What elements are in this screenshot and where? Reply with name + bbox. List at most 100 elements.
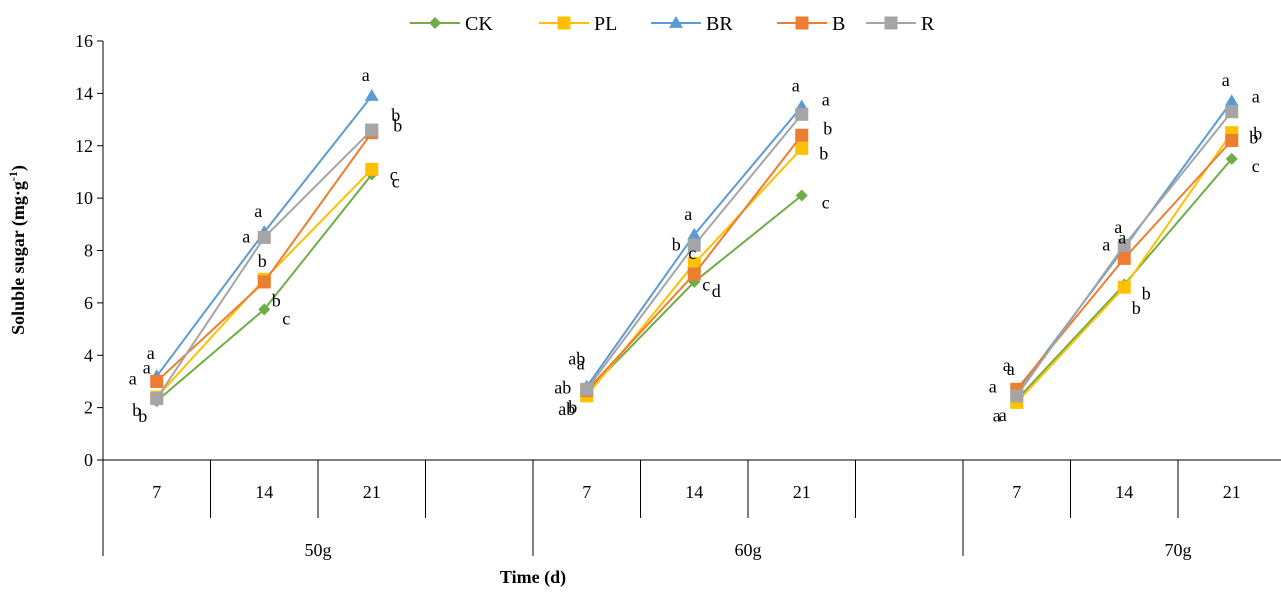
legend-marker — [557, 16, 571, 30]
data-point — [795, 128, 809, 142]
x-tick-label: 14 — [255, 482, 273, 502]
chart-series — [149, 88, 1239, 409]
legend-item-pl: PL — [539, 13, 617, 35]
x-tick-label: 21 — [793, 482, 811, 502]
chart-axes: 0 2 4 6 8 10 12 14 16 7 14 21 50g 7 14 21 60g 7 14 21 70g — [75, 31, 1281, 560]
significance-letter: c — [282, 308, 290, 328]
x-tick-label: 21 — [1223, 482, 1241, 502]
significance-letter: b — [672, 234, 681, 254]
significance-letter: c — [702, 275, 710, 295]
significance-letter: a — [147, 343, 155, 363]
significance-letter: d — [712, 281, 721, 301]
significance-letter: c — [688, 243, 696, 263]
legend-marker — [795, 16, 809, 30]
significance-letter: b — [258, 251, 267, 271]
legend-label: CK — [465, 13, 493, 35]
significance-letter: a — [254, 201, 262, 221]
data-point — [687, 257, 701, 271]
significance-letter: c — [1252, 156, 1260, 176]
legend-label: BR — [706, 13, 733, 35]
chart-legend: CK PL BR B R — [410, 13, 935, 35]
data-point — [1225, 105, 1239, 119]
significance-letter: ab — [558, 399, 575, 419]
series-r — [150, 105, 1239, 405]
significance-letter: b — [132, 400, 141, 420]
significance-letter: a — [999, 405, 1007, 425]
data-point — [257, 230, 271, 244]
significance-letter: a — [822, 89, 830, 109]
group-label: 50g — [305, 540, 332, 560]
y-tick-label: 14 — [75, 83, 93, 103]
x-axis-label: Time (d) — [500, 567, 566, 588]
legend-item-ck: CK — [410, 13, 493, 35]
significance-letter: ab — [554, 378, 571, 398]
significance-letter: b — [1132, 298, 1141, 318]
data-point — [687, 267, 701, 281]
series-line — [1016, 132, 1233, 404]
significance-letter: a — [1007, 359, 1015, 379]
significance-letter: c — [390, 164, 398, 184]
significance-letter: a — [684, 204, 692, 224]
data-point — [687, 238, 701, 252]
group-label: 70g — [1165, 540, 1192, 560]
data-point — [1225, 152, 1238, 165]
significance-letter: a — [792, 75, 800, 95]
significance-letter: b — [1142, 284, 1151, 304]
significance-letter: a — [1222, 70, 1230, 90]
y-tick-label: 0 — [84, 450, 93, 470]
significance-letter: b — [138, 406, 147, 426]
legend-item-r: R — [866, 13, 935, 35]
data-point — [687, 227, 702, 240]
data-point — [795, 189, 808, 202]
significance-letter: b — [1249, 128, 1258, 148]
x-tick-label: 21 — [363, 482, 381, 502]
legend-item-br: BR — [651, 13, 733, 35]
significance-letter: a — [129, 368, 137, 388]
significance-letter: a — [1102, 234, 1110, 254]
significance-letter: a — [1252, 87, 1260, 107]
x-tick-label: 14 — [685, 482, 703, 502]
data-point — [1224, 94, 1239, 107]
x-tick-label: 7 — [152, 482, 161, 502]
x-tick-label: 7 — [1012, 482, 1021, 502]
y-tick-label: 2 — [84, 398, 93, 418]
group-label: 60g — [735, 540, 762, 560]
data-point — [1117, 238, 1131, 252]
y-tick-label: 6 — [84, 293, 93, 313]
significance-letter: a — [993, 405, 1001, 425]
significance-letters: bccbdcabcbbcabcbabbaaaaaaaaaabbabcbaabaa… — [129, 65, 1263, 426]
data-point — [795, 141, 809, 155]
legend-label: R — [921, 13, 935, 35]
data-point — [150, 374, 164, 388]
legend-marker — [884, 16, 898, 30]
significance-letter: a — [143, 357, 151, 377]
significance-letter: a — [242, 226, 250, 246]
significance-letter: a — [989, 376, 997, 396]
series-line — [586, 194, 803, 393]
significance-letter: a — [577, 354, 585, 374]
significance-letter: c — [392, 172, 400, 192]
data-point — [150, 391, 164, 405]
data-point — [365, 162, 379, 176]
significance-letter: b — [1253, 124, 1262, 144]
data-point — [364, 88, 379, 101]
y-tick-label: 10 — [75, 188, 93, 208]
significance-letter: a — [1003, 355, 1011, 375]
significance-letter: b — [819, 143, 828, 163]
significance-letter: a — [1114, 217, 1122, 237]
y-tick-label: 12 — [75, 136, 93, 156]
data-point — [1117, 251, 1131, 265]
y-tick-label: 8 — [84, 241, 93, 261]
y-tick-label: 16 — [75, 31, 93, 51]
legend-marker — [669, 16, 683, 28]
legend-marker — [429, 17, 441, 29]
data-point — [1117, 280, 1131, 294]
significance-letter: a — [362, 65, 370, 85]
y-tick-label: 4 — [84, 345, 93, 365]
significance-letter: a — [1118, 227, 1126, 247]
data-point — [580, 382, 594, 396]
data-point — [1225, 134, 1239, 148]
data-point — [1010, 389, 1024, 403]
legend-item-b: B — [777, 13, 845, 35]
